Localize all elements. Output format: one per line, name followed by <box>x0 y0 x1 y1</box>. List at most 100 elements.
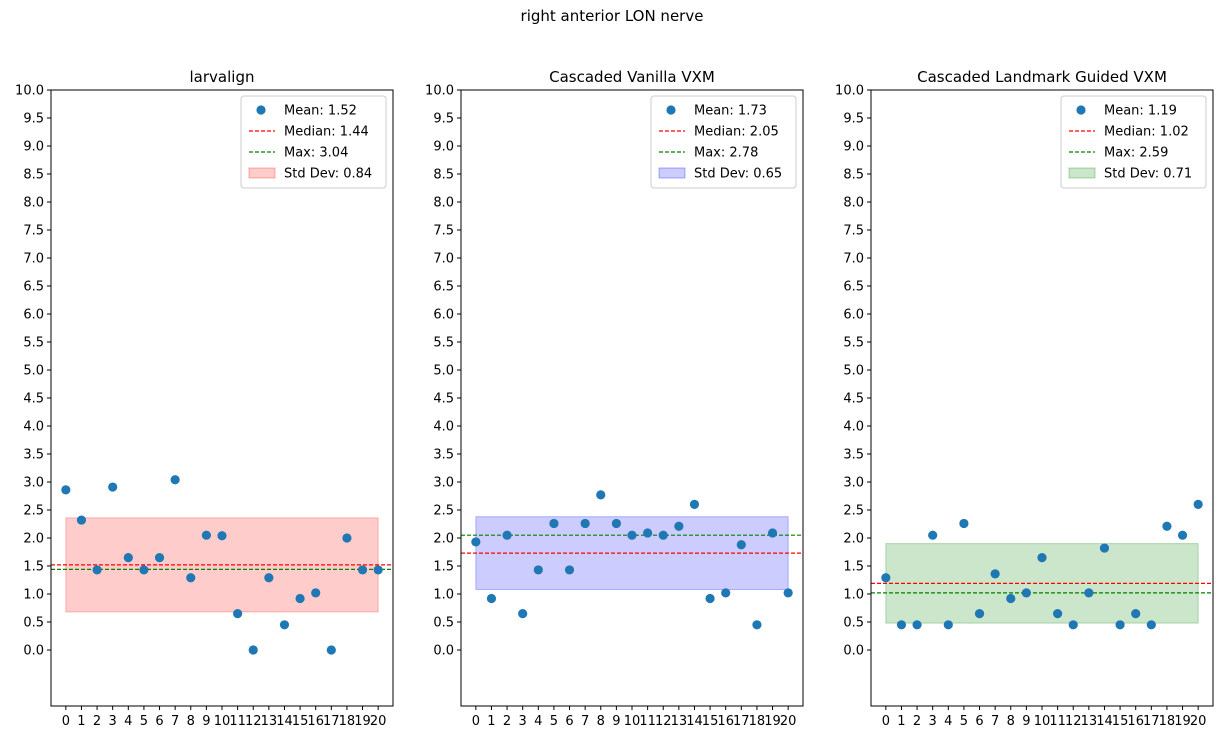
legend-median: Median: 2.05 <box>694 125 779 140</box>
x-tick-label: 2 <box>503 714 511 729</box>
data-point <box>123 553 133 563</box>
data-point <box>912 620 922 630</box>
x-tick-label: 4 <box>534 714 542 729</box>
y-tick-label: 8.0 <box>843 196 864 211</box>
legend-mean: Mean: 1.73 <box>694 104 767 119</box>
legend-box <box>650 95 797 189</box>
x-tick-label: 10 <box>1034 714 1051 729</box>
y-tick-label: 6.0 <box>23 308 44 323</box>
x-tick-label: 2 <box>93 714 101 729</box>
y-tick-label: 1.0 <box>433 588 454 603</box>
y-tick-label: 2.5 <box>23 504 44 519</box>
data-point <box>1193 499 1203 509</box>
legend-mean: Mean: 1.52 <box>284 104 357 119</box>
subplot-3: 0.0 0.5 1.0 1.5 2.0 2.5 3.0 3.5 4.0 4.5 5.0 5.5 6.0 6… <box>835 68 1214 729</box>
y-tick-label: 3.5 <box>23 448 44 463</box>
y-tick-label: 4.0 <box>433 420 454 435</box>
legend-median: Median: 1.02 <box>1104 125 1189 140</box>
data-point <box>311 588 321 598</box>
x-tick-label: 19 <box>764 714 781 729</box>
x-tick-label: 16 <box>1127 714 1144 729</box>
data-point <box>1162 521 1172 531</box>
x-tick-label: 18 <box>1159 714 1176 729</box>
data-point <box>1115 620 1125 630</box>
data-point <box>201 530 211 540</box>
legend: Mean: 1.73 Median: 2.05 Max: 2.78 Std Dev: … <box>650 95 797 189</box>
y-tick-label: 9.5 <box>433 112 454 127</box>
data-point <box>1084 588 1094 598</box>
data-point <box>943 620 953 630</box>
figure-suptitle: right anterior LON nerve <box>521 7 704 25</box>
x-tick-label: 14 <box>1096 714 1113 729</box>
y-tick-label: 7.5 <box>23 224 44 239</box>
y-tick-label: 1.5 <box>433 560 454 575</box>
x-tick-label: 15 <box>1112 714 1129 729</box>
data-point <box>974 609 985 619</box>
y-tick-label: 0.0 <box>843 644 864 659</box>
x-tick-label: 13 <box>671 714 688 729</box>
legend-marker-std <box>248 167 276 179</box>
data-point <box>705 593 715 604</box>
y-tick-label: 8.5 <box>23 168 44 183</box>
y-tick-label: 4.5 <box>23 392 44 407</box>
x-tick-label: 15 <box>702 714 719 729</box>
x-tick-label: 17 <box>733 714 750 729</box>
y-tick-label: 7.0 <box>23 252 44 267</box>
data-point <box>721 588 731 598</box>
y-tick-label: 5.0 <box>843 364 864 379</box>
x-tick-label: 9 <box>1022 714 1030 729</box>
legend-box <box>240 95 387 189</box>
data-point <box>139 565 149 575</box>
x-tick-label: 7 <box>991 714 999 729</box>
x-tick-label: 20 <box>780 714 797 729</box>
subplot-title: Cascaded Vanilla VXM <box>549 68 715 86</box>
x-tick-label: 5 <box>960 714 968 729</box>
y-tick-label: 7.5 <box>843 224 864 239</box>
data-point <box>767 528 778 538</box>
data-point <box>471 537 481 547</box>
y-tick-label: 3.0 <box>843 476 864 491</box>
x-tick-label: 3 <box>109 714 117 729</box>
x-tick-label: 12 <box>655 714 672 729</box>
data-point <box>264 573 274 583</box>
data-point <box>373 565 383 575</box>
x-tick-label: 19 <box>1174 714 1191 729</box>
data-point <box>76 515 87 525</box>
data-point <box>1021 588 1031 598</box>
data-point <box>896 620 907 630</box>
legend-marker-std <box>658 167 686 179</box>
x-tick-label: 7 <box>581 714 589 729</box>
data-point <box>549 518 559 529</box>
y-tick-label: 0.5 <box>843 616 864 631</box>
x-tick-label: 6 <box>155 714 163 729</box>
y-tick-label: 5.0 <box>433 364 454 379</box>
data-point <box>518 609 528 619</box>
x-tick-label: 17 <box>323 714 340 729</box>
data-point <box>486 593 497 604</box>
x-tick-label: 1 <box>487 714 495 729</box>
data-point <box>564 565 575 575</box>
y-tick-label: 1.5 <box>23 560 44 575</box>
y-tick-label: 6.5 <box>23 280 44 295</box>
legend-std: Std Dev: 0.71 <box>1104 167 1192 182</box>
x-tick-label: 17 <box>1143 714 1160 729</box>
y-tick-label: 10.0 <box>835 84 864 99</box>
y-tick-label: 7.0 <box>433 252 454 267</box>
data-point <box>643 528 653 538</box>
y-tick-label: 8.5 <box>843 168 864 183</box>
data-point <box>279 620 290 630</box>
legend-max: Max: 2.78 <box>694 146 758 161</box>
y-tick-label: 9.0 <box>23 140 44 155</box>
data-point <box>689 499 700 509</box>
legend: Mean: 1.52 Median: 1.44 Max: 3.04 Std Dev: … <box>240 95 387 189</box>
y-tick-label: 6.5 <box>433 280 454 295</box>
x-tick-label: 14 <box>686 714 703 729</box>
data-point <box>233 609 243 619</box>
legend-box <box>1060 95 1207 189</box>
y-tick-label: 2.5 <box>843 504 864 519</box>
data-point <box>596 490 606 500</box>
y-tick-label: 5.5 <box>843 336 864 351</box>
x-tick-label: 8 <box>1007 714 1015 729</box>
y-tick-label: 3.5 <box>843 448 864 463</box>
data-point <box>295 593 305 604</box>
